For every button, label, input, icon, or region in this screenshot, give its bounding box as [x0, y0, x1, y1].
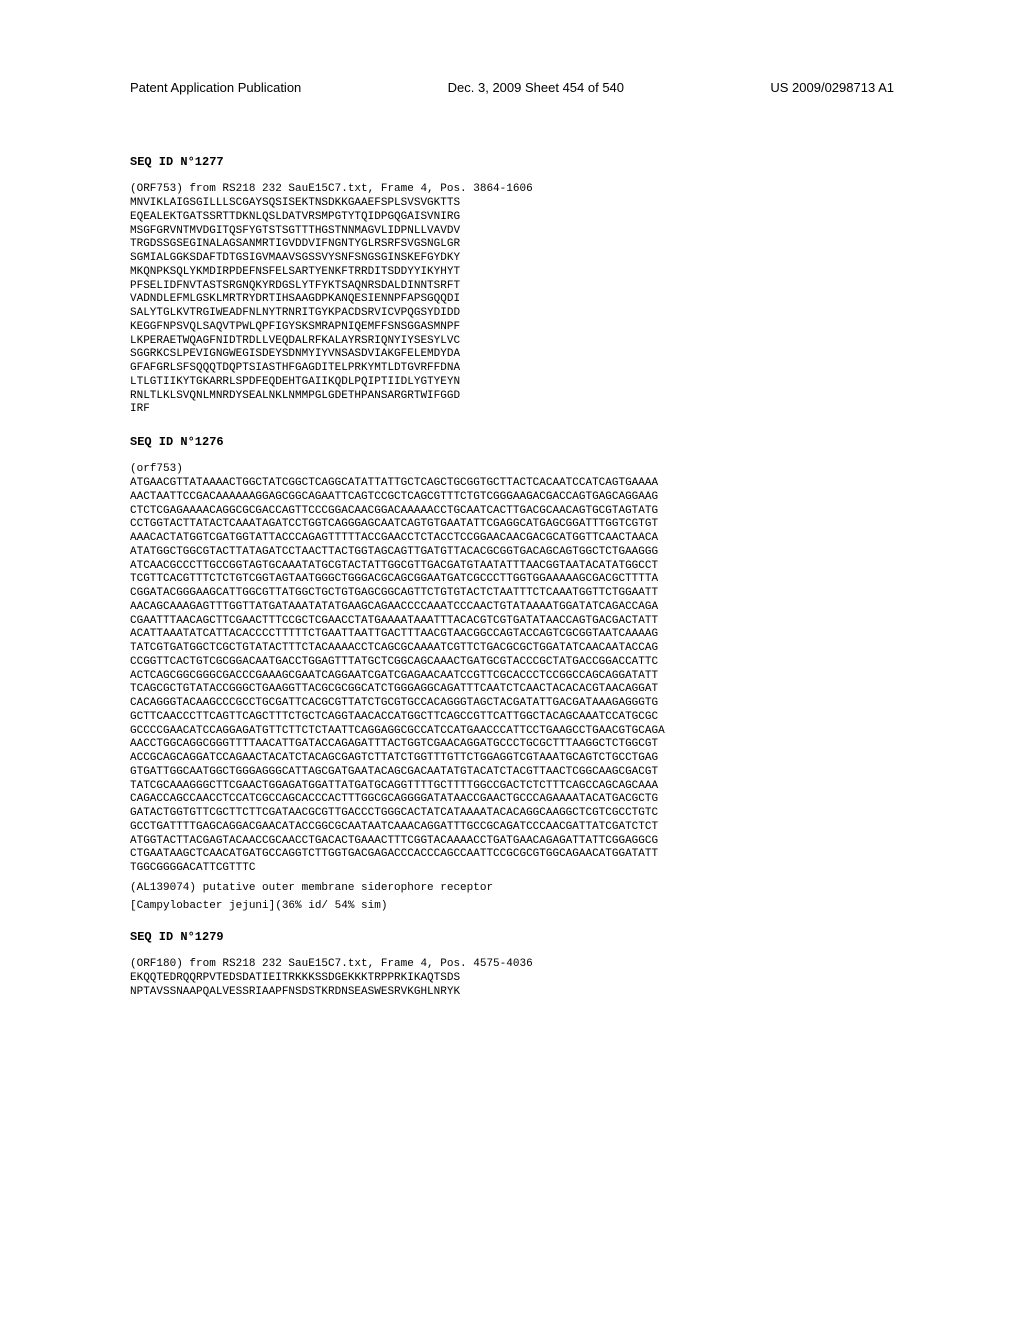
seq1276-sequence: ATGAACGTTATAAAACTGGCTATCGGCTCAGGCATATTAT…	[130, 477, 894, 876]
seq1276-heading: SEQ ID N°1276	[130, 435, 894, 449]
seq1276-annotation-line2: [Campylobacter jejuni](36% id/ 54% sim)	[130, 900, 894, 912]
seq1276-subheader: (orf753)	[130, 463, 894, 475]
seq1279-subheader: (ORF180) from RS218 232 SauE15C7.txt, Fr…	[130, 958, 894, 970]
seq1277-heading: SEQ ID N°1277	[130, 155, 894, 169]
seq1279-heading: SEQ ID N°1279	[130, 930, 894, 944]
seq1277-subheader: (ORF753) from RS218 232 SauE15C7.txt, Fr…	[130, 183, 894, 195]
seq1276-annotation-line1: (AL139074) putative outer membrane sider…	[130, 882, 894, 894]
header-center: Dec. 3, 2009 Sheet 454 of 540	[448, 80, 624, 95]
seq1279-sequence: EKQQTEDRQQRPVTEDSDATIEITRKKKSSDGEKKKTRPP…	[130, 972, 894, 1000]
page-container: Patent Application Publication Dec. 3, 2…	[0, 0, 1024, 1065]
page-header: Patent Application Publication Dec. 3, 2…	[130, 80, 894, 95]
header-right: US 2009/0298713 A1	[770, 80, 894, 95]
header-left: Patent Application Publication	[130, 80, 301, 95]
seq1277-sequence: MNVIKLAIGSGILLLSCGAYSQSISEKTNSDKKGAAEFSP…	[130, 197, 894, 417]
